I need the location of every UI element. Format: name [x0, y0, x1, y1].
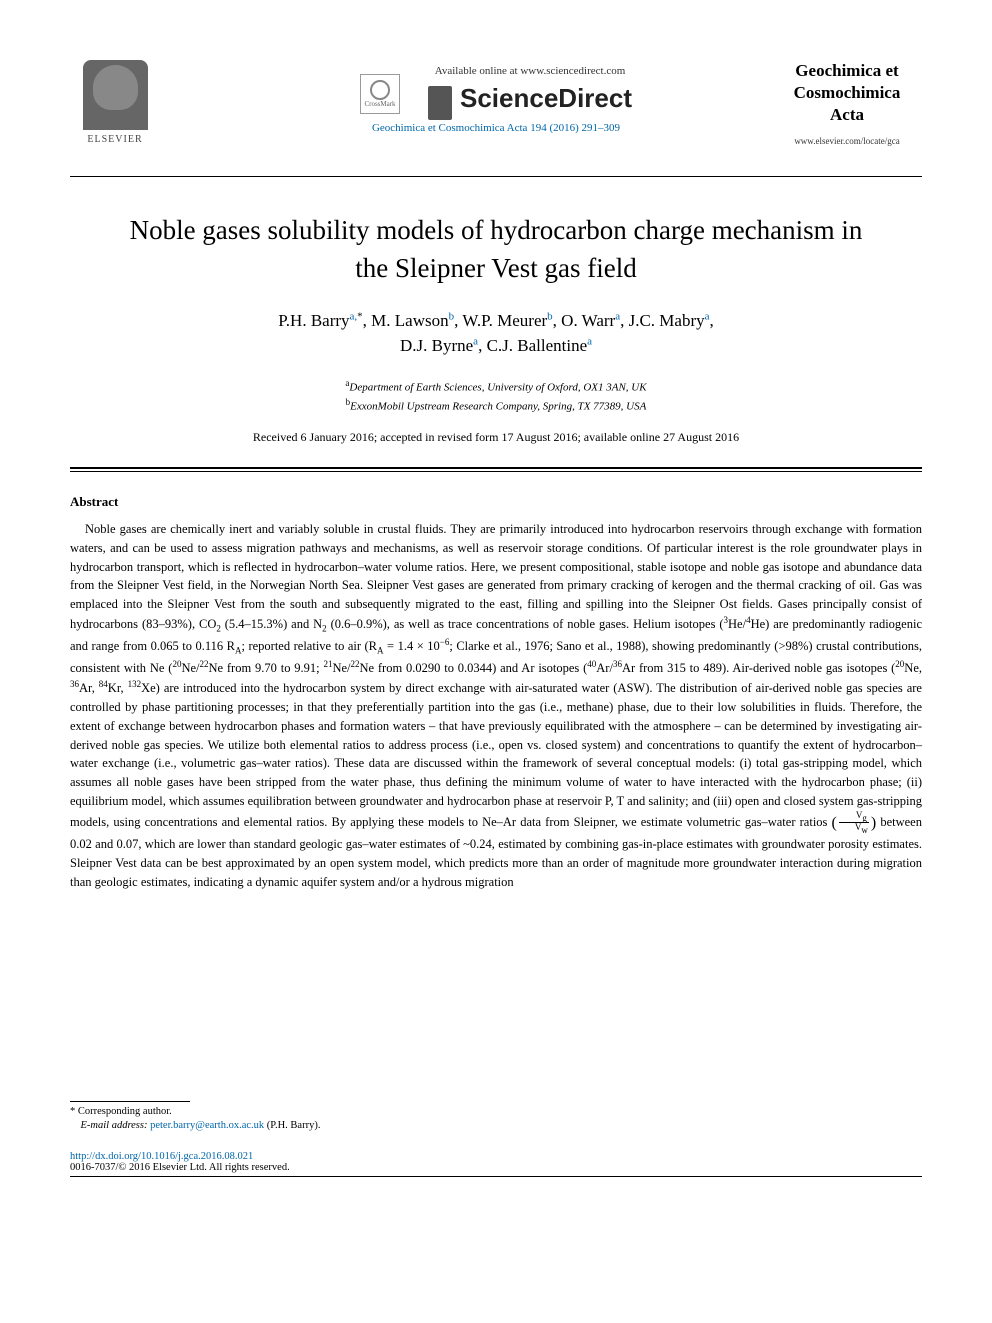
sup-neg6: −6 [440, 637, 450, 647]
crossmark-badge[interactable]: CrossMark [360, 74, 400, 114]
fraction-vg-vw: VgVw [839, 811, 869, 836]
abs-frag: ; reported relative to air (R [241, 639, 377, 653]
header-rule [70, 176, 922, 177]
crossmark-icon [370, 80, 390, 100]
abs-frag: Kr, [108, 681, 128, 695]
doi-block: http://dx.doi.org/10.1016/j.gca.2016.08.… [70, 1151, 922, 1177]
crossmark-label: CrossMark [364, 100, 395, 108]
sciencedirect-icon [428, 86, 452, 120]
abs-frag: = 1.4 × 10 [384, 639, 440, 653]
author-2[interactable]: M. Lawson [371, 311, 448, 330]
affiliations: aDepartment of Earth Sciences, Universit… [70, 377, 922, 415]
author-4-aff: a [615, 310, 620, 322]
author-5-aff: a [705, 310, 710, 322]
elsevier-tree-icon [83, 60, 148, 130]
abstract-rule-thin [70, 471, 922, 472]
corresponding-author-line: * Corresponding author. [70, 1106, 922, 1117]
email-line: E-mail address: peter.barry@earth.ox.ac.… [70, 1120, 922, 1131]
doi-link[interactable]: http://dx.doi.org/10.1016/j.gca.2016.08.… [70, 1151, 922, 1162]
abs-frag: Ar/ [596, 661, 613, 675]
sup-22ne: 22 [351, 659, 360, 669]
affiliation-a: Department of Earth Sciences, University… [349, 382, 646, 394]
issn-copyright: 0016-7037/© 2016 Elsevier Ltd. All right… [70, 1162, 922, 1173]
sup-36ar: 36 [70, 679, 79, 689]
citation-link[interactable]: Geochimica et Cosmochimica Acta 194 (201… [360, 122, 632, 134]
sup-20ne: 20 [895, 659, 904, 669]
sup-84kr: 84 [99, 679, 108, 689]
abs-frag: Ne/ [181, 661, 199, 675]
author-1[interactable]: P.H. Barry [278, 311, 349, 330]
affiliation-b: ExxonMobil Upstream Research Company, Sp… [350, 401, 646, 413]
abstract-body: Noble gases are chemically inert and var… [70, 520, 922, 891]
abs-frag: (0.6–0.9%), as well as trace concentrati… [327, 617, 724, 631]
author-6-aff: a [473, 336, 478, 348]
abs-frag: Noble gases are chemically inert and var… [70, 522, 922, 631]
available-online-text: Available online at www.sciencedirect.co… [428, 65, 632, 77]
header-row: ELSEVIER CrossMark Available online at w… [70, 60, 922, 146]
author-7-aff: a [587, 336, 592, 348]
abs-frag: He/ [728, 617, 746, 631]
author-7[interactable]: C.J. Ballentine [487, 336, 588, 355]
abs-frag: Ar, [79, 681, 99, 695]
corr-text: Corresponding author. [75, 1106, 172, 1117]
journal-locate-url[interactable]: www.elsevier.com/locate/gca [772, 136, 922, 146]
author-3-aff: b [547, 310, 553, 322]
abs-frag: Ne from 0.0290 to 0.0344) and Ar isotope… [360, 661, 588, 675]
sup-40ar: 40 [587, 659, 596, 669]
abstract-heading: Abstract [70, 494, 922, 510]
abs-frag: Ar from 315 to 489). Air-derived noble g… [622, 661, 895, 675]
article-title: Noble gases solubility models of hydroca… [110, 212, 882, 288]
sup-132xe: 132 [128, 679, 142, 689]
header-center: CrossMark Available online at www.scienc… [360, 65, 632, 134]
frac-den-sub: w [861, 825, 868, 835]
email-link[interactable]: peter.barry@earth.ox.ac.uk [150, 1120, 264, 1131]
platform-name[interactable]: ScienceDirect [460, 83, 632, 114]
footnote-rule [70, 1101, 190, 1102]
frac-num-sub: g [862, 812, 867, 822]
journal-name-line2: Cosmochimica [794, 83, 901, 102]
email-tail: (P.H. Barry). [264, 1120, 320, 1131]
journal-box: Geochimica et Cosmochimica Acta www.else… [772, 60, 922, 146]
author-2-aff: b [449, 310, 455, 322]
journal-name-line1: Geochimica et [795, 61, 898, 80]
abs-frag: Ne from 9.70 to 9.91; [209, 661, 324, 675]
author-4[interactable]: O. Warr [561, 311, 615, 330]
abs-frag: Ne/ [332, 661, 350, 675]
publisher-name: ELSEVIER [87, 134, 142, 145]
abs-frag: (5.4–15.3%) and N [221, 617, 322, 631]
journal-name-line3: Acta [830, 105, 864, 124]
author-1-corr: * [357, 310, 363, 322]
author-6[interactable]: D.J. Byrne [400, 336, 473, 355]
abstract-rule-thick [70, 467, 922, 469]
author-5[interactable]: J.C. Mabry [629, 311, 705, 330]
abs-frag: Ne, [904, 661, 922, 675]
footer-area: * Corresponding author. E-mail address: … [70, 1101, 922, 1177]
abs-frag: Xe) are introduced into the hydrocarbon … [70, 681, 922, 828]
authors-list: P.H. Barrya,*, M. Lawsonb, W.P. Meurerb,… [70, 308, 922, 359]
email-label: E-mail address: [81, 1120, 151, 1131]
elsevier-logo[interactable]: ELSEVIER [70, 60, 160, 145]
sup-36ar: 36 [613, 659, 622, 669]
sup-22ne: 22 [200, 659, 209, 669]
platform-logo-wrap: CrossMark Available online at www.scienc… [360, 65, 632, 122]
author-3[interactable]: W.P. Meurer [462, 311, 547, 330]
article-dates: Received 6 January 2016; accepted in rev… [70, 430, 922, 445]
journal-name: Geochimica et Cosmochimica Acta [772, 60, 922, 126]
